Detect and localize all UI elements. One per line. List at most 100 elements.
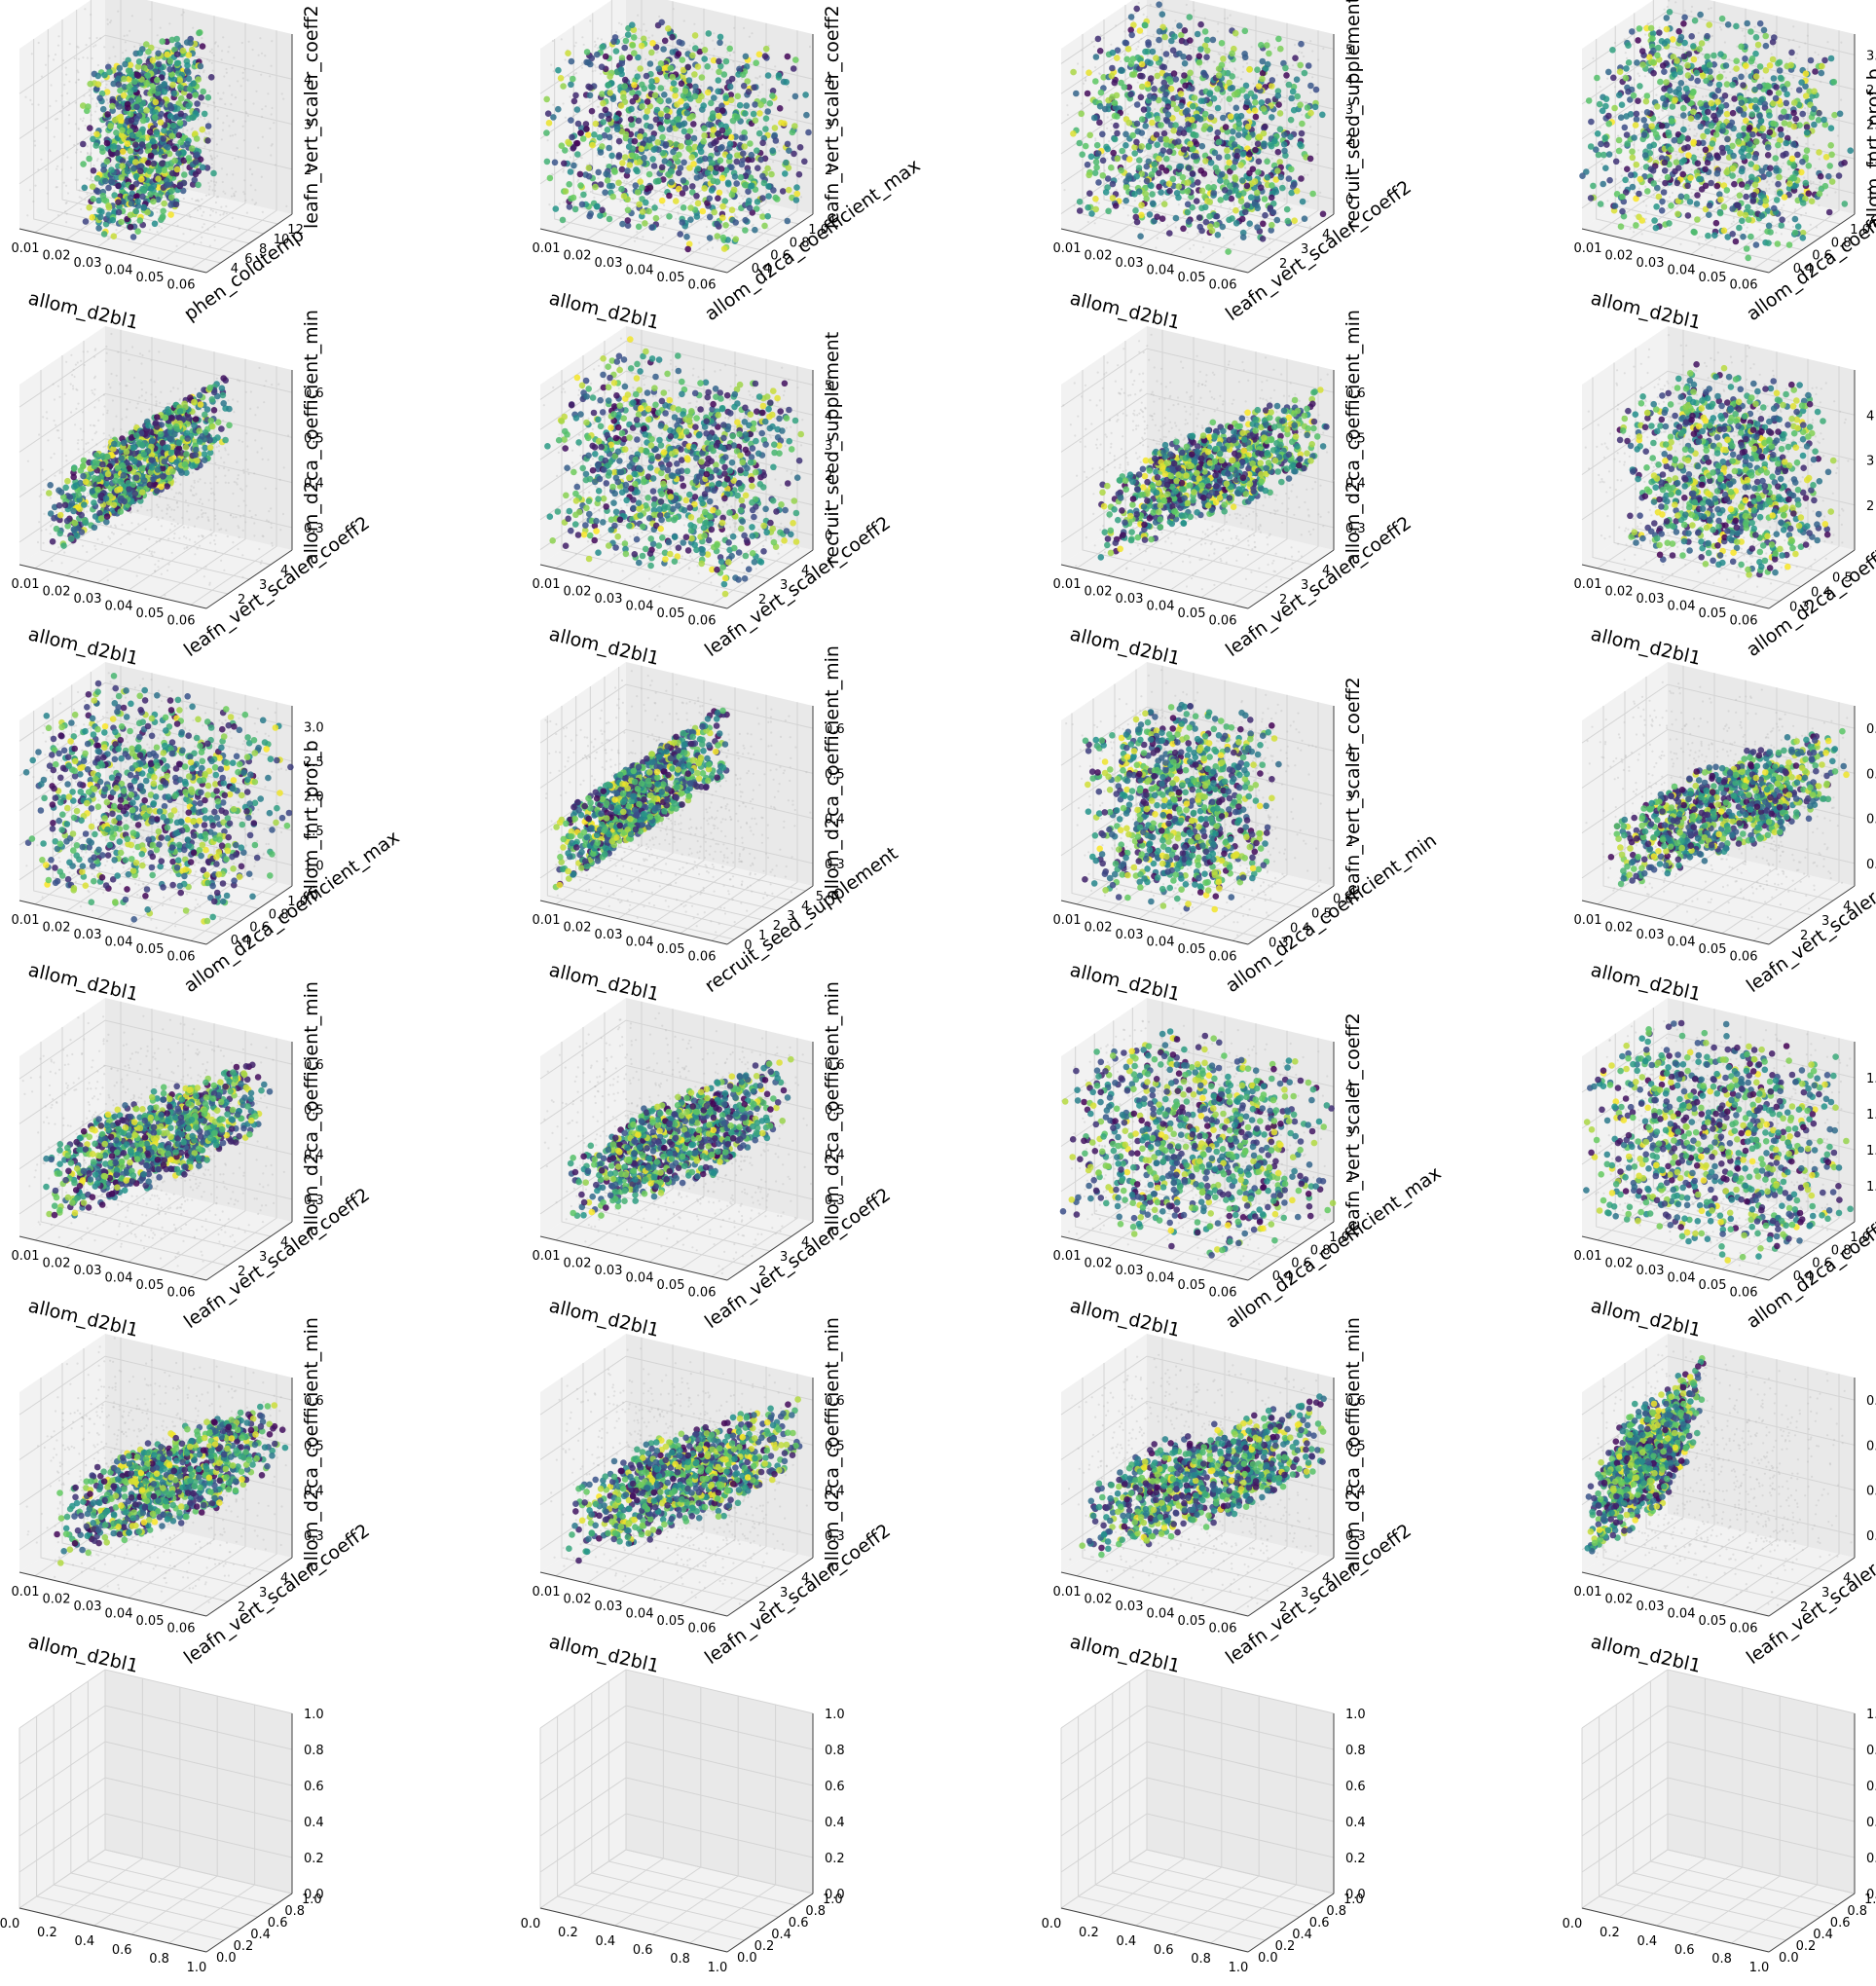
background-point [1637,73,1639,75]
background-point [92,57,93,59]
data-point [139,141,146,148]
data-point [1307,156,1314,163]
background-point [704,178,706,180]
data-point [689,154,696,161]
background-point [1144,150,1146,152]
data-point [1187,14,1194,20]
data-point [180,48,187,55]
background-point [1223,96,1225,98]
x-tick-label: 0.06 [167,277,196,292]
background-point [261,116,263,118]
background-point [113,46,115,48]
background-point [597,66,599,68]
data-point [1171,33,1178,40]
data-point [618,102,625,109]
data-point [1298,175,1305,182]
background-point [1202,105,1204,107]
data-point [568,117,574,124]
background-point [131,15,133,17]
data-point [156,86,163,92]
background-point [689,45,691,47]
data-point [134,199,141,205]
background-point [207,229,209,231]
data-point [1286,82,1293,89]
background-point [105,84,107,86]
background-point [203,145,205,147]
background-point [1306,174,1308,176]
background-point [40,159,42,161]
background-point [636,231,638,233]
data-point [1216,72,1223,79]
data-point [641,155,647,162]
data-point [1260,236,1267,242]
data-point [1172,122,1179,129]
background-point [216,143,218,145]
background-point [60,168,62,170]
background-point [221,98,223,100]
data-point [621,45,628,52]
data-point [754,199,761,205]
background-point [693,42,695,44]
background-point [1183,125,1185,127]
data-point [1163,51,1170,57]
data-point [634,73,641,80]
background-point [1083,83,1085,85]
background-point [208,133,210,135]
subplot-3: 0.01 0.02 0.03 0.04 0.05 0.06234012345allom_d… [1053,0,1416,334]
data-point [618,186,625,193]
background-point [214,184,216,186]
background-point [186,129,188,131]
data-point [1112,99,1119,106]
data-point [768,171,775,178]
data-point [570,76,576,83]
background-point [581,36,583,38]
background-point [214,239,216,241]
data-point [1291,181,1298,188]
data-point [642,220,648,227]
background-point [198,201,200,202]
background-point [570,156,571,158]
data-point [802,92,809,98]
data-point [754,165,761,171]
data-point [563,188,570,195]
data-point [1261,105,1268,112]
background-point [65,74,67,76]
background-point [563,202,565,203]
data-point [733,236,740,242]
data-point [1092,196,1099,202]
background-point [92,46,94,48]
data-point [184,39,191,46]
data-point [1283,72,1290,79]
background-point [41,76,43,78]
data-point [1112,80,1119,87]
data-point [1302,70,1308,77]
data-point [636,202,643,208]
data-point [1113,123,1120,129]
background-point [1140,92,1142,93]
background-point [761,84,763,86]
data-point [128,90,134,96]
data-point [726,46,733,53]
data-point [656,97,663,104]
background-point [96,37,98,39]
data-point [707,196,714,202]
background-point [87,145,89,147]
data-point [1281,131,1288,138]
data-point [670,74,677,81]
background-point [1282,182,1284,184]
data-point [194,151,201,158]
background-point [1710,7,1712,9]
data-point [651,146,658,153]
data-point [1109,65,1116,72]
background-point [1206,60,1208,62]
data-point [586,165,593,171]
data-point [742,217,749,224]
data-point [603,54,609,60]
background-point [106,98,108,100]
data-point [125,168,131,175]
background-point [221,138,223,140]
background-point [230,103,232,105]
data-point [705,90,712,96]
data-point [1248,91,1255,97]
data-point [545,110,552,117]
